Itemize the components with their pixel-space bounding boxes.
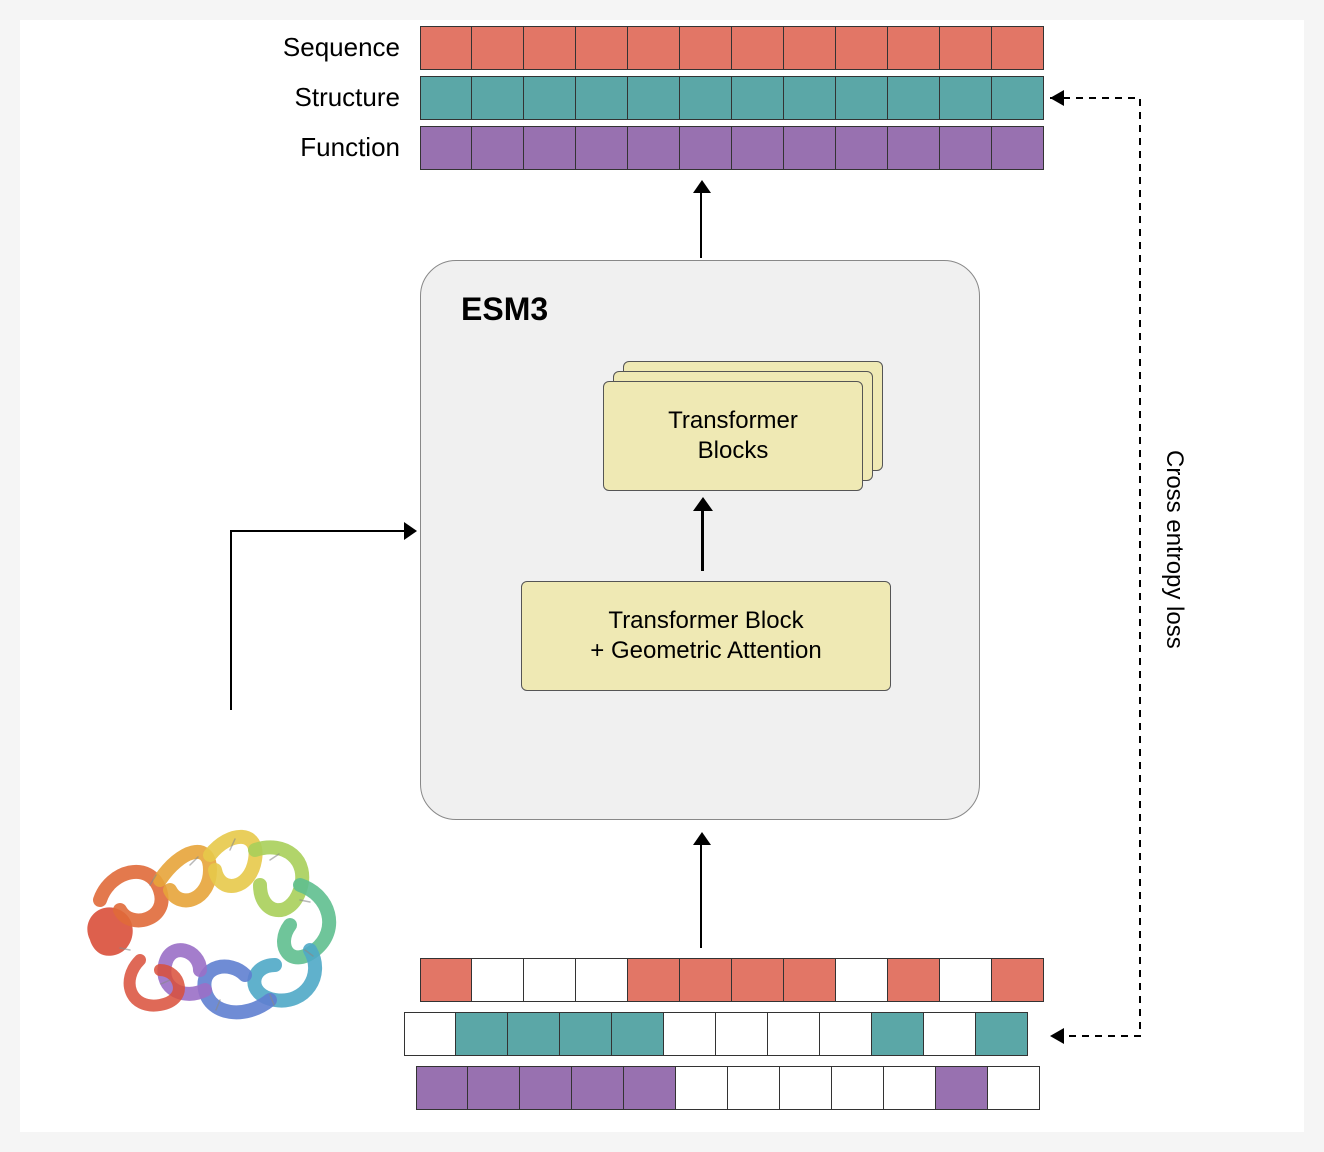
diagram-canvas: Sequence Structure Function ESM3 Transfo… (20, 20, 1304, 1132)
loss-loop (20, 20, 1304, 1132)
loss-label: Cross entropy loss (1160, 450, 1188, 649)
